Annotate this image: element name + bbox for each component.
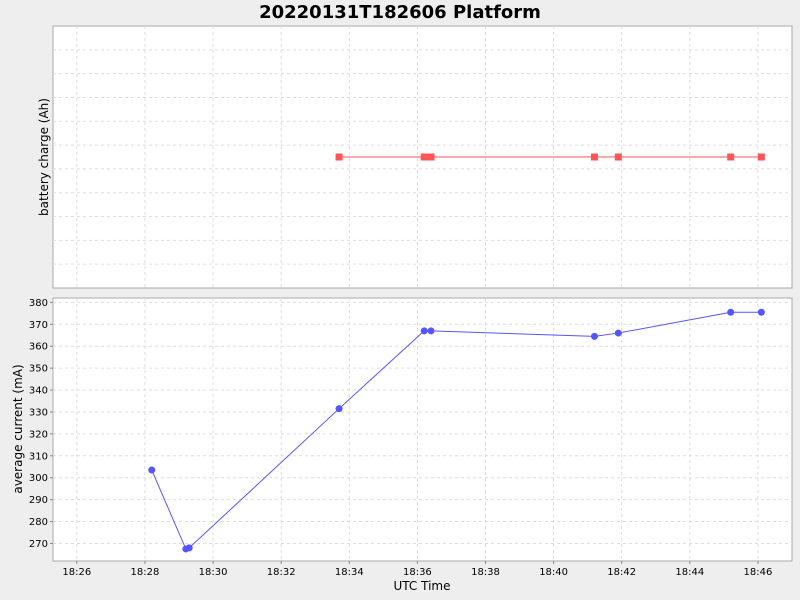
- x-tick-label: 18:46: [744, 567, 773, 578]
- battery-charge-point: [420, 153, 428, 161]
- battery-charge-point: [727, 153, 735, 161]
- battery-charge-point: [335, 153, 343, 161]
- battery-charge-point: [757, 153, 765, 161]
- battery-charge-series: [335, 153, 765, 161]
- x-tick-label: 18:42: [607, 567, 636, 578]
- x-tick-label: 18:38: [471, 567, 500, 578]
- battery-charge-point: [427, 153, 435, 161]
- y-tick-label: 380: [29, 298, 48, 309]
- y-tick-label: 340: [29, 386, 48, 397]
- average-current-point: [148, 466, 156, 474]
- y-tick-label: 300: [29, 473, 48, 484]
- top-gridlines: [53, 26, 792, 288]
- average-current-point: [727, 308, 735, 316]
- bottom-y-ticks: 270 280 290 300 310 320 330 340 350 360 370 380: [29, 298, 53, 550]
- chart-title: 20220131T182606 Platform: [259, 2, 541, 23]
- battery-charge-point: [590, 153, 598, 161]
- y-tick-label: 330: [29, 407, 48, 418]
- average-current-point: [757, 308, 765, 316]
- y-tick-label: 350: [29, 364, 48, 375]
- average-current-point: [427, 327, 435, 335]
- y-tick-label: 290: [29, 495, 48, 506]
- average-current-point: [590, 332, 598, 340]
- x-axis-ticks: 18:26 18:28 18:30 18:32 18:34 18:36 18:38 18:40…: [62, 561, 772, 578]
- x-tick-label: 18:44: [675, 567, 704, 578]
- x-tick-label: 18:30: [199, 567, 228, 578]
- top-y-axis-label: battery charge (Ah): [37, 98, 51, 216]
- x-tick-label: 18:40: [539, 567, 568, 578]
- average-current-point: [420, 327, 428, 335]
- y-tick-label: 370: [29, 320, 48, 331]
- average-current-point: [335, 405, 343, 413]
- x-tick-label: 18:32: [267, 567, 296, 578]
- x-tick-label: 18:36: [403, 567, 432, 578]
- bottom-panel: 270 280 290 300 310 320 330 340 350 360 370 380 ave…: [11, 297, 793, 562]
- x-tick-label: 18:28: [131, 567, 160, 578]
- average-current-point: [614, 329, 622, 337]
- top-panel: battery charge (Ah): [37, 25, 793, 289]
- y-tick-label: 320: [29, 429, 48, 440]
- x-axis-label: UTC Time: [394, 579, 451, 593]
- y-tick-label: 360: [29, 342, 48, 353]
- bottom-y-axis-label: average current (mA): [11, 364, 25, 493]
- battery-charge-point: [614, 153, 622, 161]
- y-tick-label: 280: [29, 517, 48, 528]
- average-current-series: [148, 308, 765, 553]
- x-tick-label: 18:26: [62, 567, 91, 578]
- bottom-gridlines: [53, 298, 792, 561]
- y-tick-label: 310: [29, 451, 48, 462]
- bottom-plot-area: [52, 297, 793, 562]
- average-current-point: [185, 544, 193, 552]
- y-tick-label: 270: [29, 539, 48, 550]
- x-tick-label: 18:34: [335, 567, 364, 578]
